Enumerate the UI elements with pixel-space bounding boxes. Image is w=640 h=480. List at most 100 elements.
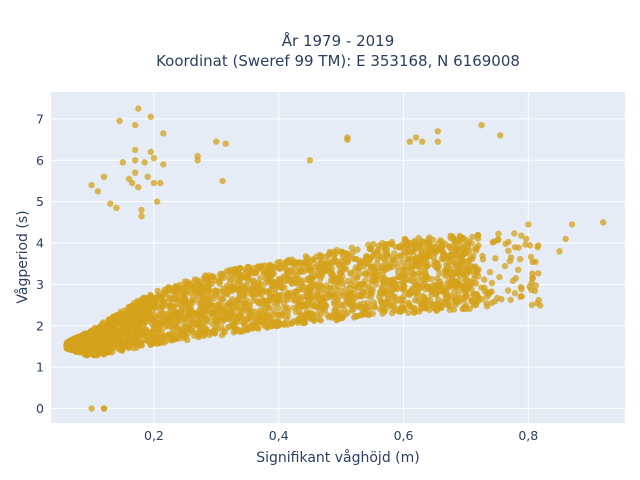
- data-point: [431, 248, 438, 256]
- data-point: [535, 270, 542, 277]
- data-point: [366, 306, 373, 313]
- data-point: [481, 276, 488, 283]
- data-point: [170, 331, 177, 339]
- data-point: [291, 260, 298, 267]
- data-point: [190, 332, 198, 339]
- data-point: [265, 263, 273, 270]
- data-point: [135, 105, 142, 112]
- data-point: [275, 264, 282, 272]
- data-point: [302, 259, 309, 267]
- data-point: [316, 315, 323, 323]
- data-point: [130, 344, 138, 352]
- data-point: [297, 296, 304, 303]
- data-point: [326, 267, 333, 274]
- data-point: [528, 279, 535, 286]
- data-point: [255, 283, 262, 290]
- data-point: [344, 258, 351, 265]
- data-point: [116, 117, 123, 125]
- data-point: [251, 321, 258, 329]
- data-point: [248, 287, 255, 294]
- data-point: [354, 274, 361, 281]
- data-point: [240, 320, 248, 327]
- data-point: [425, 240, 433, 247]
- data-point: [275, 277, 282, 284]
- data-point: [378, 263, 385, 270]
- data-point: [512, 275, 519, 282]
- data-point: [141, 159, 148, 166]
- data-point: [367, 278, 375, 285]
- data-point: [486, 268, 494, 276]
- data-point: [203, 274, 211, 281]
- data-point: [444, 301, 451, 308]
- data-point: [159, 317, 167, 325]
- data-point: [205, 297, 212, 304]
- data-point: [79, 333, 87, 340]
- data-point: [192, 320, 200, 328]
- data-point: [488, 279, 496, 287]
- data-point: [314, 270, 322, 277]
- data-point: [431, 258, 438, 265]
- data-point: [136, 304, 143, 311]
- data-point: [463, 249, 470, 257]
- data-point: [400, 292, 408, 300]
- data-point: [153, 333, 160, 340]
- data-point: [94, 188, 102, 195]
- data-point: [113, 338, 121, 346]
- x-tick-label: 0,8: [518, 428, 538, 443]
- data-point: [467, 254, 474, 261]
- data-point: [235, 305, 242, 312]
- y-tick-label: 7: [36, 111, 44, 126]
- data-point: [256, 309, 263, 317]
- data-point: [461, 294, 468, 301]
- data-point: [424, 245, 432, 252]
- data-point: [189, 299, 196, 307]
- data-point: [272, 290, 279, 297]
- data-point: [354, 246, 361, 253]
- data-point: [492, 255, 499, 262]
- data-point: [534, 244, 541, 251]
- data-point: [407, 264, 414, 271]
- data-point: [131, 299, 138, 307]
- data-point: [334, 316, 342, 323]
- data-point: [446, 306, 453, 314]
- data-point: [428, 286, 435, 293]
- data-point: [288, 276, 295, 284]
- data-point: [244, 301, 251, 308]
- data-point: [515, 244, 522, 251]
- x-tick-label: 0,6: [394, 428, 414, 443]
- data-point: [197, 278, 204, 285]
- data-point: [460, 258, 467, 265]
- data-point: [531, 287, 539, 294]
- data-point: [352, 313, 360, 320]
- data-point: [100, 405, 108, 412]
- data-point: [496, 273, 503, 281]
- data-point: [159, 298, 167, 306]
- data-point: [416, 262, 423, 270]
- data-point: [353, 303, 360, 310]
- data-point: [248, 311, 256, 318]
- data-point: [443, 291, 450, 298]
- data-point: [184, 336, 191, 343]
- data-point: [368, 264, 376, 272]
- data-point: [135, 325, 143, 333]
- data-point: [475, 273, 482, 280]
- data-point: [270, 278, 277, 285]
- data-point: [394, 268, 402, 275]
- data-point: [505, 247, 512, 254]
- data-point: [178, 308, 185, 315]
- data-point: [285, 307, 292, 315]
- data-point: [266, 273, 273, 280]
- data-point: [454, 255, 461, 262]
- data-point: [227, 301, 235, 308]
- data-point: [293, 280, 300, 287]
- data-point: [316, 251, 324, 259]
- data-point: [212, 287, 219, 294]
- data-point: [167, 336, 174, 343]
- data-point: [404, 249, 411, 256]
- data-point: [426, 234, 433, 241]
- data-point: [165, 285, 172, 292]
- data-point: [462, 286, 470, 293]
- data-point: [197, 287, 204, 294]
- data-point: [141, 326, 148, 333]
- data-point: [417, 272, 424, 279]
